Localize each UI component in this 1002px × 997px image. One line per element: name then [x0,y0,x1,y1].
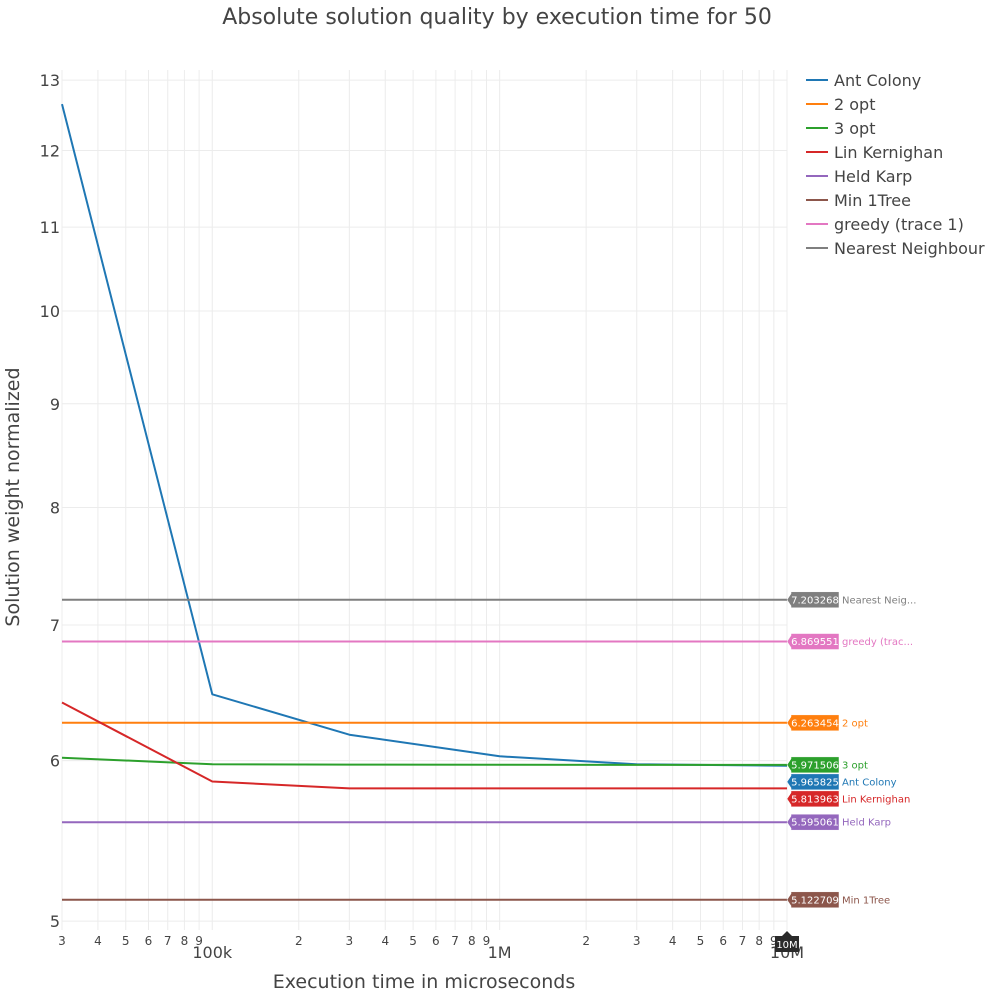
legend-label: Lin Kernighan [834,143,943,162]
x-spike-label: 10M [775,931,799,952]
hover-label-box [786,591,840,609]
hover-label: 6.869551 greedy (trac... [786,633,913,650]
x-tick-label-major: 100k [192,943,233,962]
hover-label: 6.263454 2 opt [786,714,868,732]
series-lines [61,103,788,901]
hover-label: 5.971506 3 opt [786,756,868,774]
legend-label: greedy (trace 1) [834,215,964,234]
legend-label: 2 opt [834,95,875,114]
x-tick-label-minor: 6 [719,934,727,948]
x-tick-label-minor: 3 [633,934,641,948]
y-tick-label: 5 [50,912,60,931]
y-tick-label: 11 [40,218,60,237]
hover-label: 5.965825 Ant Colony [786,773,897,791]
hover-label-box [786,714,840,732]
legend-label: Nearest Neighbour [834,239,985,258]
legend-label: Held Karp [834,167,912,186]
hover-label-box [786,773,840,791]
y-axis-title: Solution weight normalized [2,367,24,626]
hover-value: 6.869551 [791,637,839,648]
y-tick-label: 10 [40,302,60,321]
y-axis-ticks: 5 6 7 8 9 10 11 12 13 [40,71,60,931]
hover-label-box [786,891,840,909]
series-line[interactable] [61,756,787,766]
legend-item[interactable]: Min 1Tree [806,191,911,210]
legend-item[interactable]: Nearest Neighbour [806,239,985,258]
hover-label-box [786,633,840,650]
hover-value: 5.965825 [791,777,839,788]
hover-series-name: greedy (trac... [842,637,913,648]
hover-label: 5.813963 Lin Kernighan [786,790,910,808]
x-tick-label-minor: 8 [468,934,476,948]
legend-item[interactable]: Held Karp [806,167,912,186]
x-spike-value: 10M [776,940,797,951]
x-tick-label-minor: 6 [145,934,153,948]
x-tick-label-minor: 4 [94,934,102,948]
hover-label: 5.122709 Min 1Tree [786,891,890,909]
x-tick-label-minor: 2 [295,934,303,948]
y-tick-label: 12 [40,142,60,161]
y-tick-label: 8 [50,498,60,517]
x-tick-label-minor: 5 [409,934,417,948]
x-tick-label-minor: 7 [451,934,459,948]
hover-value: 7.203268 [791,595,839,606]
y-tick-label: 6 [50,752,60,771]
legend-label: 3 opt [834,119,875,138]
x-tick-label-minor: 3 [346,934,354,948]
hover-series-name: 3 opt [842,760,868,771]
x-spike-box [775,931,799,952]
x-tick-label-minor: 9 [483,934,491,948]
hover-labels: 7.203268 Nearest Neig... 6.869551 greedy (t… [786,591,916,909]
hover-value: 6.263454 [791,718,839,729]
x-tick-label-major: 1M [488,943,512,962]
hover-series-name: Min 1Tree [842,895,890,906]
x-tick-label-minor: 8 [181,934,189,948]
x-tick-label-minor: 7 [739,934,747,948]
x-tick-label-minor: 9 [770,934,778,948]
x-tick-label-minor: 7 [164,934,172,948]
x-tick-label-minor: 4 [381,934,389,948]
series-line[interactable] [61,701,787,790]
legend-item[interactable]: greedy (trace 1) [806,215,964,234]
x-tick-label-minor: 2 [582,934,590,948]
legend-item[interactable]: 3 opt [806,119,875,138]
hover-value: 5.971506 [791,760,839,771]
legend-item[interactable]: Lin Kernighan [806,143,943,162]
y-tick-label: 7 [50,616,60,635]
hover-label-box [786,813,840,831]
legend: Ant Colony 2 opt 3 opt Lin Kernighan Held Ka… [806,71,985,258]
legend-item[interactable]: Ant Colony [806,71,921,90]
grid [61,70,788,930]
x-tick-label-minor: 4 [669,934,677,948]
hover-value: 5.813963 [791,794,839,805]
hover-series-name: 2 opt [842,718,868,729]
x-tick-label-minor: 8 [755,934,763,948]
hover-series-name: Ant Colony [842,777,897,788]
x-tick-label-minor: 6 [432,934,440,948]
hover-label: 7.203268 Nearest Neig... [786,591,916,609]
chart-title: Absolute solution quality by execution t… [222,5,772,30]
hover-series-name: Lin Kernighan [842,794,910,805]
legend-label: Min 1Tree [834,191,911,210]
hover-label-box [786,756,840,774]
x-tick-label-minor: 5 [697,934,705,948]
hover-series-name: Held Karp [842,818,891,829]
y-tick-label: 9 [50,395,60,414]
hover-series-name: Nearest Neig... [842,595,916,606]
x-axis-title: Execution time in microseconds [273,971,576,993]
hover-value: 5.122709 [791,895,839,906]
x-tick-label-minor: 9 [195,934,203,948]
hover-label-box [786,790,840,808]
legend-label: Ant Colony [834,71,921,90]
hover-label: 5.595061 Held Karp [786,813,891,831]
hover-value: 5.595061 [791,818,839,829]
x-tick-label-minor: 5 [122,934,130,948]
y-tick-label: 13 [40,71,60,90]
legend-item[interactable]: 2 opt [806,95,875,114]
x-tick-label-minor: 3 [58,934,66,948]
